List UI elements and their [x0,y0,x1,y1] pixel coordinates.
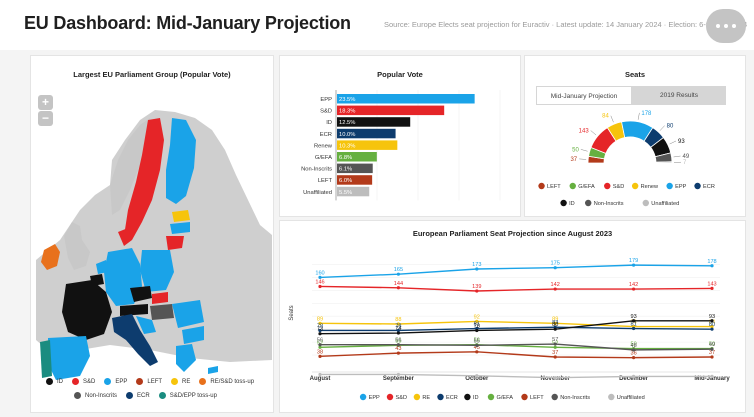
legend-label: LEFT [147,378,163,385]
legend-dot-icon [74,392,81,399]
map-panel: Largest EU Parliament Group (Popular Vot… [30,55,274,413]
more-menu-button[interactable] [706,9,746,43]
source-note: Source: Europe Elects seat projection fo… [384,20,748,29]
seats-tabs: Mid-January Projection 2019 Results [536,86,726,105]
map-legend-re-sandd-toss-up[interactable]: RE/S&D toss-up [199,378,254,385]
map-legend-row-1: ID S&D EPP LEFT RE RE/S&D toss-up [46,378,263,385]
map-legend-epp[interactable]: EPP [104,378,127,385]
map-title: Largest EU Parliament Group (Popular Vot… [73,70,231,79]
map-legend-sandd-epp-toss-up[interactable]: S&D/EPP toss-up [158,392,217,399]
legend-label: ID [57,378,63,385]
popular-vote-title: Popular Vote [377,70,423,79]
popular-vote-panel: Popular Vote [279,55,521,217]
map-legend-row-2: Non-Inscrits ECR S&D/EPP toss-up [74,392,226,399]
zoom-out-button[interactable]: − [38,111,53,126]
map-legend-sandd[interactable]: S&D [72,378,95,385]
menu-dot-icon [732,24,736,28]
seats-title: Seats [624,70,645,79]
legend-label: S&D/EPP toss-up [169,392,217,399]
legend-dot-icon [72,378,79,385]
tab-2019-results[interactable]: 2019 Results [660,92,698,99]
legend-label: RE [182,378,191,385]
legend-dot-icon [104,378,112,385]
legend-dot-icon [46,378,53,385]
legend-label: S&D [83,378,96,385]
map-legend-id[interactable]: ID [46,378,63,385]
menu-dot-icon [716,24,720,28]
tab-mid-january[interactable]: Mid-January Projection [536,86,632,105]
menu-dot-icon [724,24,728,28]
map-legend-left[interactable]: LEFT [136,378,162,385]
legend-dot-icon [136,378,144,385]
legend-label: ECR [137,392,150,399]
map-legend-non-inscrits[interactable]: Non-Inscrits [74,392,117,399]
page-header: EU Dashboard: Mid-January Projection Sou… [0,0,754,50]
legend-dot-icon [171,378,179,385]
legend-dot-icon [126,392,134,399]
legend-label: EPP [115,378,128,385]
legend-label: Non-Inscrits [85,392,118,399]
seat-projection-panel: European Parliament Seat Projection sinc… [279,220,746,413]
zoom-in-button[interactable]: + [38,95,53,110]
legend-dot-icon [158,392,166,399]
map-legend-ecr[interactable]: ECR [126,392,150,399]
seat-projection-title: European Parliament Seat Projection sinc… [412,229,613,238]
page-title: EU Dashboard: Mid-January Projection [24,13,351,33]
legend-label: RE/S&D toss-up [210,378,255,385]
seats-panel: Seats [524,55,746,217]
legend-dot-icon [199,378,207,385]
map-legend-re[interactable]: RE [171,378,190,385]
